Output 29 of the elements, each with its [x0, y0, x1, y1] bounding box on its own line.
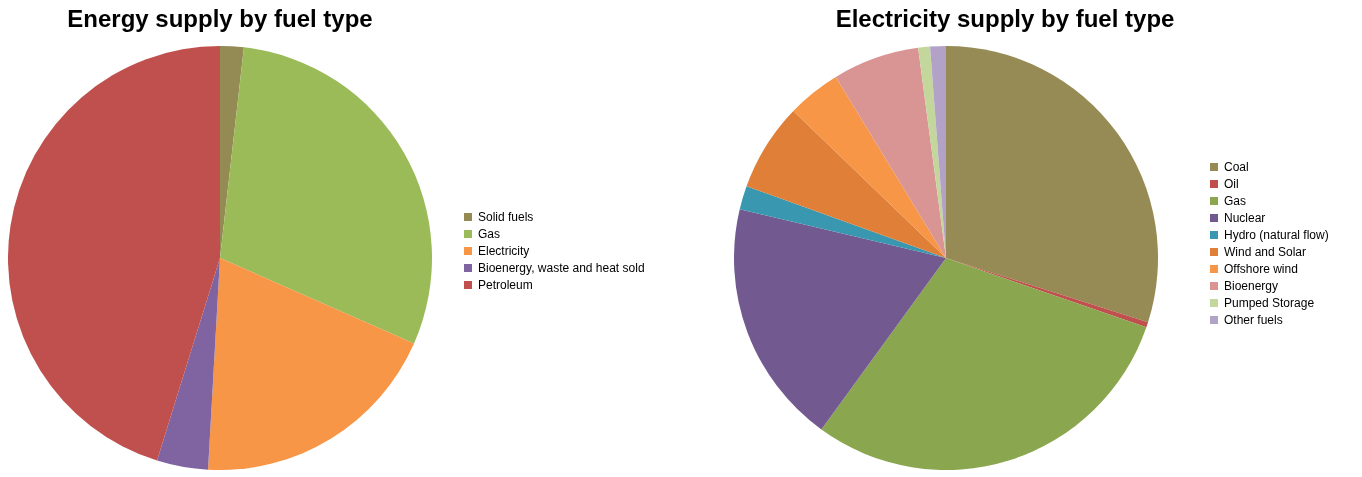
legend-label: Other fuels	[1224, 313, 1283, 327]
legend-label: Petroleum	[478, 278, 533, 292]
pie-slice	[157, 258, 220, 470]
legend-label: Oil	[1224, 177, 1239, 191]
pie-slice	[739, 186, 946, 258]
legend-label: Offshore wind	[1224, 262, 1298, 276]
legend-label: Pumped Storage	[1224, 296, 1315, 310]
legend-label: Wind and Solar	[1224, 245, 1307, 259]
legend-label: Hydro (natural flow)	[1224, 228, 1329, 242]
chart-title: Energy supply by fuel type	[67, 5, 373, 32]
pie-slice	[8, 46, 220, 461]
pie-slice	[793, 76, 946, 258]
legend-label: Bioenergy, waste and heat sold	[478, 261, 645, 275]
pie-slice	[946, 258, 1149, 328]
pie-slice	[734, 209, 946, 430]
pie-slice	[208, 258, 415, 470]
pie-slice	[746, 110, 946, 258]
legend-label: Coal	[1224, 160, 1249, 174]
legend-label: Bioenergy	[1224, 279, 1279, 293]
legend-label: Gas	[478, 227, 501, 241]
pie-slice	[946, 46, 1158, 323]
legend-label: Nuclear	[1224, 211, 1266, 225]
chart-title: Electricity supply by fuel type	[835, 5, 1175, 32]
pie-slice	[835, 47, 946, 258]
pie-slice	[821, 258, 1147, 470]
legend-label: Solid fuels	[478, 210, 534, 224]
legend-label: Gas	[1224, 194, 1247, 208]
legend-label: Electricity	[478, 244, 530, 258]
pie-slice	[220, 47, 432, 344]
